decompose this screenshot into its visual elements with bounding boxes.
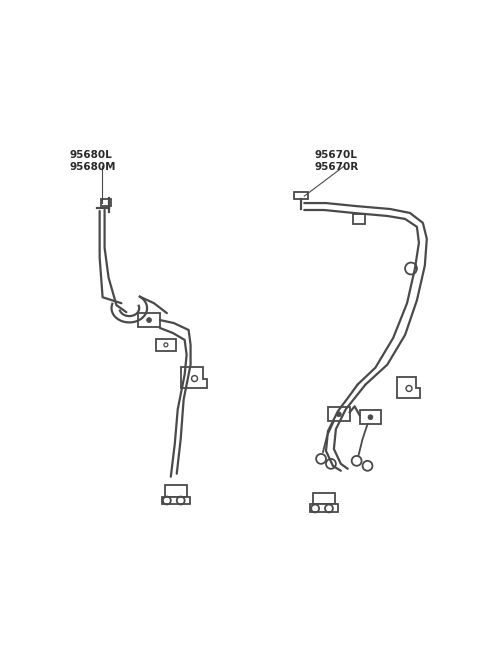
Polygon shape: [156, 339, 176, 351]
Polygon shape: [360, 410, 381, 424]
Polygon shape: [162, 496, 190, 504]
Circle shape: [146, 318, 152, 322]
Text: 95680L
95680M: 95680L 95680M: [70, 149, 117, 172]
Polygon shape: [101, 199, 110, 206]
Polygon shape: [180, 367, 207, 388]
Polygon shape: [313, 493, 335, 504]
Polygon shape: [165, 485, 187, 496]
Polygon shape: [138, 313, 160, 327]
Circle shape: [336, 412, 341, 417]
Polygon shape: [310, 504, 338, 512]
Circle shape: [405, 263, 417, 274]
Text: 95670L
95670R: 95670L 95670R: [314, 149, 359, 172]
Polygon shape: [328, 407, 350, 421]
Circle shape: [368, 415, 373, 420]
Polygon shape: [353, 214, 364, 224]
Polygon shape: [397, 377, 420, 398]
Polygon shape: [294, 192, 308, 199]
